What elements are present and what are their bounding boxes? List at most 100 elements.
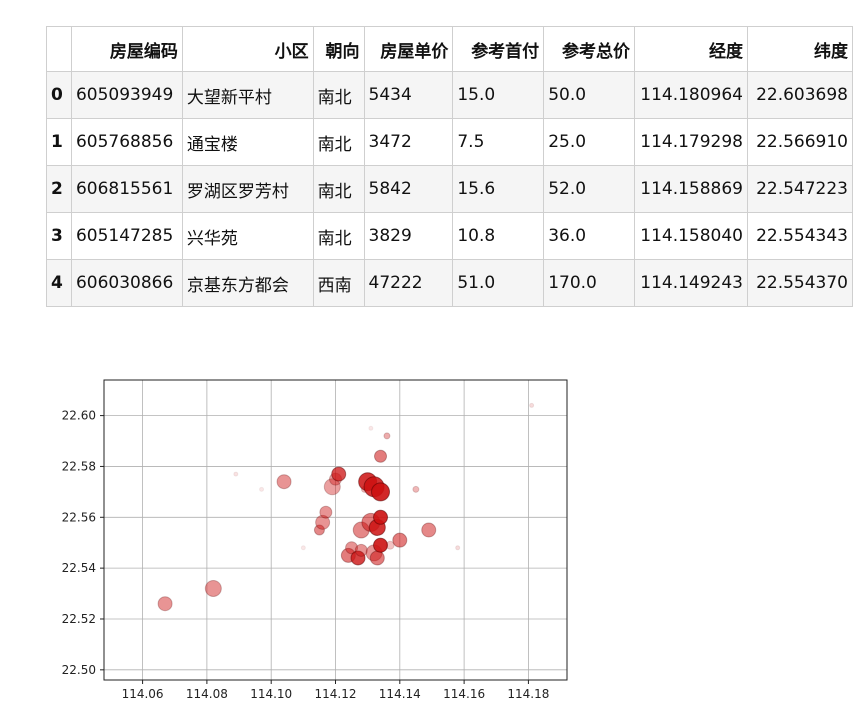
cell-lat: 22.547223 [747,165,853,213]
row-index: 2 [46,165,72,213]
column-header-total-price: 参考总价 [543,26,636,72]
table-row: 3 605147285 兴华苑 南北 3829 10.8 36.0 114.15… [46,212,853,260]
column-header-unit-price: 房屋单价 [363,26,454,72]
grid-lines [104,380,567,680]
cell-down-payment: 10.8 [452,212,545,260]
row-index: 0 [46,71,72,119]
scatter-point [300,545,306,551]
cell-orientation: 南北 [312,71,365,119]
table-row: 0 605093949 大望新平村 南北 5434 15.0 50.0 114.… [46,71,853,119]
table-row: 4 606030866 京基东方都会 西南 47222 51.0 170.0 1… [46,259,853,307]
scatter-point [259,486,265,492]
scatter-point [345,541,359,555]
scatter-chart: 114.06 114.08 114.10 114.12 114.14 114.16 114.… [62,379,568,701]
cell-orientation: 西南 [312,259,365,307]
y-tick-label: 22.52 [62,612,96,626]
table-header-row: 房屋编码 小区 朝向 房屋单价 参考首付 参考总价 经度 纬度 [46,26,853,72]
cell-lat: 22.554343 [747,212,853,260]
cell-lon: 114.149243 [634,259,748,307]
table-row: 2 606815561 罗湖区罗芳村 南北 5842 15.6 52.0 114… [46,165,853,213]
x-tick-label: 114.08 [186,687,228,701]
cell-community: 兴华苑 [181,212,314,260]
cell-total-price: 50.0 [543,71,636,119]
cell-orientation: 南北 [312,118,365,166]
column-header-lon: 经度 [634,26,748,72]
cell-code: 606030866 [70,259,183,307]
cell-lat: 22.566910 [747,118,853,166]
scatter-point [369,550,385,566]
cell-unit-price: 3829 [363,212,454,260]
scatter-point [313,524,325,536]
scatter-point [204,579,222,597]
scatter-point [455,545,461,551]
column-header-code: 房屋编码 [70,26,183,72]
scatter-point [368,425,374,431]
y-tick-label: 22.50 [62,663,96,677]
cell-code: 605093949 [70,71,183,119]
scatter-point [371,482,391,502]
cell-orientation: 南北 [312,165,365,213]
scatter-point [350,550,366,566]
cell-down-payment: 7.5 [452,118,545,166]
cell-down-payment: 15.6 [452,165,545,213]
cell-down-payment: 15.0 [452,71,545,119]
cell-total-price: 25.0 [543,118,636,166]
x-tick-label: 114.18 [507,687,549,701]
cell-total-price: 170.0 [543,259,636,307]
scatter-point [374,449,388,463]
cell-total-price: 36.0 [543,212,636,260]
scatter-point [385,540,395,550]
scatter-point [319,505,333,519]
cell-code: 606815561 [70,165,183,213]
dataframe-table: 房屋编码 小区 朝向 房屋单价 参考首付 参考总价 经度 纬度 0 605093… [46,26,853,307]
row-index: 1 [46,118,72,166]
y-tick-label: 22.60 [62,409,96,423]
y-axis: 22.50 22.52 22.54 22.56 22.58 22.60 [62,409,104,677]
cell-unit-price: 5434 [363,71,454,119]
scatter-point [354,543,368,557]
scatter-point [157,596,173,612]
x-tick-label: 114.16 [443,687,485,701]
x-tick-label: 114.06 [122,687,164,701]
scatter-point [373,537,389,553]
y-tick-label: 22.58 [62,459,96,473]
row-index: 3 [46,212,72,260]
column-header-lat: 纬度 [747,26,853,72]
column-header-index [46,26,72,72]
cell-lat: 22.554370 [747,259,853,307]
scatter-point [421,522,437,538]
cell-lon: 114.158869 [634,165,748,213]
column-header-down-payment: 参考首付 [452,26,545,72]
scatter-point [373,509,389,525]
cell-community: 京基东方都会 [181,259,314,307]
table-row: 1 605768856 通宝楼 南北 3472 7.5 25.0 114.179… [46,118,853,166]
cell-lat: 22.603698 [747,71,853,119]
column-header-orientation: 朝向 [312,26,365,72]
y-tick-label: 22.56 [62,510,96,524]
scatter-points [157,402,535,612]
cell-community: 通宝楼 [181,118,314,166]
cell-code: 605768856 [70,118,183,166]
scatter-point [315,514,331,530]
cell-lon: 114.158040 [634,212,748,260]
cell-unit-price: 47222 [363,259,454,307]
scatter-point [323,478,341,496]
x-tick-label: 114.14 [379,687,421,701]
cell-orientation: 南北 [312,212,365,260]
y-tick-label: 22.54 [62,561,96,575]
x-tick-label: 114.10 [250,687,292,701]
cell-community: 大望新平村 [181,71,314,119]
x-axis: 114.06 114.08 114.10 114.12 114.14 114.16 114.… [122,680,549,701]
cell-community: 罗湖区罗芳村 [181,165,314,213]
cell-total-price: 52.0 [543,165,636,213]
scatter-point [412,485,420,493]
cell-lon: 114.180964 [634,71,748,119]
scatter-point [276,474,292,490]
cell-code: 605147285 [70,212,183,260]
cell-unit-price: 5842 [363,165,454,213]
row-index: 4 [46,259,72,307]
cell-down-payment: 51.0 [452,259,545,307]
scatter-point [392,532,408,548]
scatter-point [233,471,239,477]
x-tick-label: 114.12 [315,687,357,701]
